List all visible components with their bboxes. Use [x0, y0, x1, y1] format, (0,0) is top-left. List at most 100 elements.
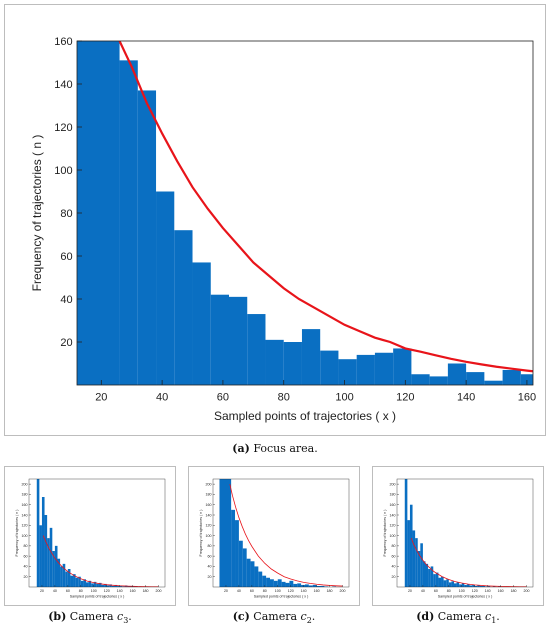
y-axis-label: Frequency of trajectories ( n ): [15, 510, 19, 557]
bar-8: [425, 563, 429, 587]
y-tick-label: 180: [206, 493, 212, 497]
y-tick-label: 160: [54, 36, 72, 48]
x-tick-label: 120: [396, 391, 414, 403]
bar-10: [430, 566, 434, 587]
x-tick-label: 120: [472, 589, 478, 593]
bar-21: [308, 585, 313, 587]
caption-b-var: c: [117, 610, 124, 623]
caption-a-text: Focus area.: [253, 442, 318, 455]
bars: [36, 479, 149, 587]
x-tick-label: 120: [288, 589, 294, 593]
bars: [77, 41, 533, 385]
caption-c-text: Camera: [253, 610, 298, 623]
bar-18: [297, 583, 302, 587]
bar-15: [285, 582, 290, 587]
x-tick-label: 20: [224, 589, 228, 593]
caption-c-sub: 2: [306, 616, 312, 626]
bar-13: [277, 579, 282, 587]
x-tick-label: 80: [447, 589, 451, 593]
x-tick-label: 60: [434, 589, 438, 593]
plot-frame: [396, 478, 534, 588]
bar-17: [293, 583, 298, 587]
bar-25: [101, 584, 105, 587]
bar-22: [93, 581, 97, 587]
caption-a: (a) Focus area.: [0, 442, 550, 455]
bars: [404, 479, 510, 587]
y-tick-label: 100: [390, 534, 396, 538]
panel-d-frame: 20 40 60 80 100 120 140 160 180 200 20 40 60 80 100 120…: [372, 466, 544, 606]
bar-1: [39, 525, 42, 587]
bar-21: [459, 584, 462, 587]
chart-camera-c3: 20 40 60 80 100 120 140 160 180 200 20 40 60 80 100 120…: [15, 478, 166, 598]
bar-28: [109, 584, 112, 587]
y-tick-label: 40: [60, 294, 72, 306]
bar-22: [461, 583, 465, 587]
bar-14: [73, 574, 76, 587]
bar-4: [415, 538, 418, 587]
bar-9: [265, 339, 284, 385]
bar-26: [104, 583, 107, 587]
fit-curve: [410, 537, 527, 587]
x-tick-label: 200: [524, 589, 530, 593]
panel-c-frame: 20 40 60 80 100 120 140 160 180 200 20 40 60 80 100 120…: [188, 466, 360, 606]
bar-2: [137, 90, 157, 385]
bar-32: [487, 585, 491, 587]
caption-d-text: Camera: [437, 610, 482, 623]
bar-15: [443, 580, 447, 587]
x-tick-label: 40: [156, 391, 168, 403]
x-tick-label: 160: [498, 589, 504, 593]
y-tick-label: 60: [208, 554, 212, 558]
bar-3: [412, 530, 416, 587]
x-axis-label: Sampled points of trajectories ( x ): [70, 594, 125, 598]
bar-26: [472, 584, 475, 587]
bar-1: [119, 60, 138, 385]
y-tick-label: 140: [54, 79, 72, 91]
x-tick-label: 60: [250, 589, 254, 593]
bar-33: [122, 586, 125, 587]
bar-5: [49, 527, 53, 587]
plot-frame: [28, 478, 166, 588]
caption-d: (d) Camera c1.: [416, 610, 500, 626]
bars: [219, 479, 337, 587]
chart-focus-area: 20 40 60 80 100 120 140 160 20 40 60 80 100 120 140 160…: [30, 36, 536, 423]
y-tick-label: 120: [54, 122, 72, 134]
caption-c-var: c: [300, 610, 307, 623]
bar-33: [492, 586, 496, 587]
bar-29: [479, 585, 483, 587]
y-tick-label: 20: [60, 337, 72, 349]
bar-19: [301, 584, 305, 587]
bar-24: [98, 582, 102, 587]
x-tick-label: 100: [459, 589, 465, 593]
bar-5: [417, 551, 421, 587]
x-tick-label: 40: [421, 589, 425, 593]
x-tick-label: 100: [91, 589, 97, 593]
bar-3: [44, 515, 48, 587]
y-tick-label: 140: [390, 513, 396, 517]
bar-5: [246, 558, 251, 587]
bar-13: [338, 359, 357, 385]
bar-25: [469, 585, 473, 587]
x-tick-label: 120: [104, 589, 110, 593]
bar-6: [420, 543, 423, 587]
bar-19: [447, 363, 467, 385]
plot-frame: [212, 478, 350, 588]
bar-16: [78, 576, 81, 587]
caption-b-text: Camera: [69, 610, 114, 623]
bar-19: [453, 583, 457, 587]
bar-9: [60, 566, 63, 587]
bar-10: [266, 577, 270, 587]
x-tick-label: 20: [408, 589, 412, 593]
x-tick-label: 140: [117, 589, 123, 593]
bar-30: [114, 584, 118, 587]
chart-camera-c2: 20 40 60 80 100 120 140 160 180 200 20 40 60 80 100 120…: [199, 478, 350, 598]
bar-34: [498, 586, 501, 587]
bar-14: [356, 354, 375, 385]
bar-1: [231, 509, 236, 587]
x-tick-label: 200: [340, 589, 346, 593]
caption-c: (c) Camera c2.: [232, 610, 316, 626]
bar-8: [247, 314, 266, 385]
bar-27: [474, 585, 478, 587]
bar-4: [174, 230, 193, 385]
bar-18: [451, 581, 454, 587]
bar-6: [210, 294, 229, 385]
